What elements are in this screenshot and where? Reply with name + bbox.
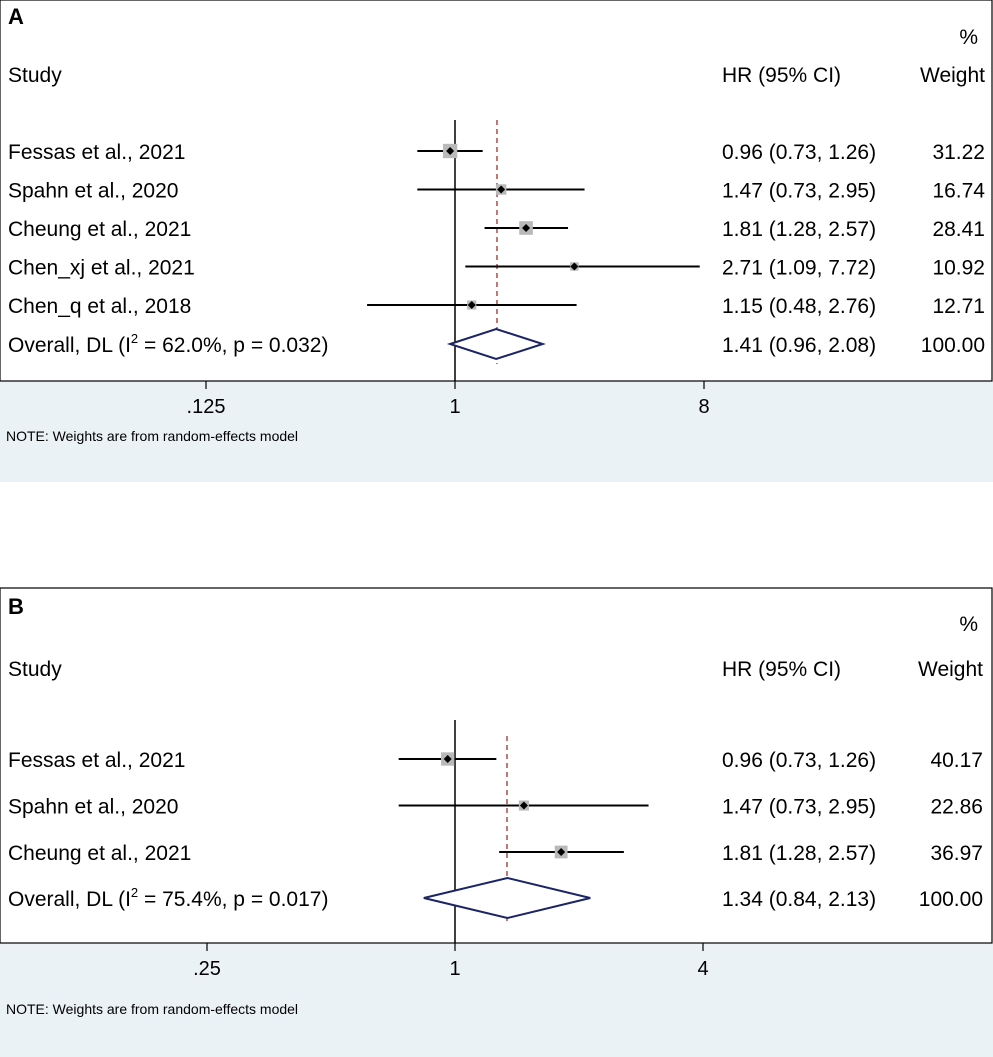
forest-plot-a-svg: A % Study HR (95% CI) Weight Fessas et a… xyxy=(0,0,993,482)
weight-value: 40.17 xyxy=(930,749,983,772)
overall-label-pre: Overall, DL (I xyxy=(8,334,131,357)
overall-row: Overall, DL (I2 = 75.4%, p = 0.017) 1.34… xyxy=(8,876,983,920)
axis-background xyxy=(0,381,993,482)
forest-plot-b-svg: B % Study HR (95% CI) Weight Fessas et a… xyxy=(0,587,993,1057)
x-tick-label: .125 xyxy=(187,396,226,418)
overall-diamond xyxy=(446,327,546,361)
overall-weight: 100.00 xyxy=(919,888,983,911)
study-label: Spahn et al., 2020 xyxy=(8,180,178,203)
header-study: Study xyxy=(8,658,62,681)
footnote: NOTE: Weights are from random-effects mo… xyxy=(6,428,298,444)
study-row: Chen_xj et al., 2021 2.71 (1.09, 7.72) 10.… xyxy=(8,257,985,280)
footnote: NOTE: Weights are from random-effects mo… xyxy=(6,1001,298,1017)
panel-label: B xyxy=(8,594,24,619)
weight-value: 16.74 xyxy=(932,180,985,203)
point-estimate xyxy=(446,147,455,155)
header-weight-percent: % xyxy=(959,613,978,636)
point-estimate xyxy=(522,224,531,232)
hr-ci-value: 2.71 (1.09, 7.72) xyxy=(722,257,876,280)
forest-plot-panel-b: B % Study HR (95% CI) Weight Fessas et a… xyxy=(0,587,993,1057)
overall-label-sup: 2 xyxy=(131,885,138,900)
weight-value: 10.92 xyxy=(932,257,985,280)
point-estimate xyxy=(557,848,566,856)
header-weight: Weight xyxy=(918,658,983,681)
overall-label: Overall, DL (I2 = 62.0%, p = 0.032) xyxy=(8,331,328,357)
hr-ci-value: 1.81 (1.28, 2.57) xyxy=(722,218,876,241)
x-tick-label: 8 xyxy=(698,396,709,418)
header-study: Study xyxy=(8,64,62,87)
point-estimate xyxy=(497,185,506,194)
x-tick-label: .25 xyxy=(193,958,221,980)
x-tick-label: 1 xyxy=(449,396,460,418)
header-hr-ci: HR (95% CI) xyxy=(722,658,841,681)
overall-label: Overall, DL (I2 = 75.4%, p = 0.017) xyxy=(8,885,328,911)
hr-ci-value: 0.96 (0.73, 1.26) xyxy=(722,141,876,164)
header-weight-percent: % xyxy=(959,26,978,49)
hr-ci-value: 1.81 (1.28, 2.57) xyxy=(722,842,876,865)
study-label: Fessas et al., 2021 xyxy=(8,749,185,772)
overall-label-pre: Overall, DL (I xyxy=(8,888,131,911)
study-row: Chen_q et al., 2018 1.15 (0.48, 2.76) 12.7… xyxy=(8,295,985,318)
header-weight: Weight xyxy=(920,64,985,87)
study-row: Cheung et al., 2021 1.81 (1.28, 2.57) 28.4… xyxy=(8,218,985,241)
study-row: Spahn et al., 2020 1.47 (0.73, 2.95) 22.86 xyxy=(8,796,983,819)
forest-plot-panel-a: A % Study HR (95% CI) Weight Fessas et a… xyxy=(0,0,993,482)
overall-label-sup: 2 xyxy=(131,331,138,346)
overall-row: Overall, DL (I2 = 62.0%, p = 0.032) 1.41… xyxy=(8,327,985,361)
weight-value: 22.86 xyxy=(930,796,983,819)
point-estimate xyxy=(570,262,579,271)
panel-label: A xyxy=(8,4,24,29)
hr-ci-value: 0.96 (0.73, 1.26) xyxy=(722,749,876,772)
x-axis-ticks: .25 1 4 xyxy=(193,943,709,980)
study-rows: Fessas et al., 2021 0.96 (0.73, 1.26) 31.2… xyxy=(8,141,985,318)
study-row: Cheung et al., 2021 1.81 (1.28, 2.57) 36.9… xyxy=(8,842,983,865)
overall-weight: 100.00 xyxy=(921,334,985,357)
study-label: Cheung et al., 2021 xyxy=(8,218,191,241)
overall-label-post: = 62.0%, p = 0.032) xyxy=(138,334,328,357)
header-hr-ci: HR (95% CI) xyxy=(722,64,841,87)
study-label: Cheung et al., 2021 xyxy=(8,842,191,865)
point-estimate xyxy=(443,755,452,763)
point-estimate xyxy=(467,301,476,309)
x-tick-label: 1 xyxy=(449,958,460,980)
overall-label-post: = 75.4%, p = 0.017) xyxy=(138,888,328,911)
overall-hr-ci: 1.41 (0.96, 2.08) xyxy=(722,334,876,357)
x-tick-label: 4 xyxy=(697,958,708,980)
hr-ci-value: 1.15 (0.48, 2.76) xyxy=(722,295,876,318)
study-row: Fessas et al., 2021 0.96 (0.73, 1.26) 40.1… xyxy=(8,749,983,772)
study-label: Spahn et al., 2020 xyxy=(8,796,178,819)
study-row: Spahn et al., 2020 1.47 (0.73, 2.95) 16.74 xyxy=(8,180,985,203)
point-estimate xyxy=(519,801,528,810)
overall-hr-ci: 1.34 (0.84, 2.13) xyxy=(722,888,876,911)
x-axis-ticks: .125 1 8 xyxy=(187,381,710,418)
weight-value: 36.97 xyxy=(930,842,983,865)
weight-value: 12.71 xyxy=(932,295,985,318)
weight-value: 28.41 xyxy=(932,218,985,241)
weight-value: 31.22 xyxy=(932,141,985,164)
hr-ci-value: 1.47 (0.73, 2.95) xyxy=(722,796,876,819)
study-label: Fessas et al., 2021 xyxy=(8,141,185,164)
overall-diamond xyxy=(423,876,591,920)
study-label: Chen_xj et al., 2021 xyxy=(8,257,195,280)
study-rows: Fessas et al., 2021 0.96 (0.73, 1.26) 40.1… xyxy=(8,749,983,865)
study-row: Fessas et al., 2021 0.96 (0.73, 1.26) 31.2… xyxy=(8,141,985,164)
hr-ci-value: 1.47 (0.73, 2.95) xyxy=(722,180,876,203)
axis-background xyxy=(0,943,993,1057)
study-label: Chen_q et al., 2018 xyxy=(8,295,191,318)
